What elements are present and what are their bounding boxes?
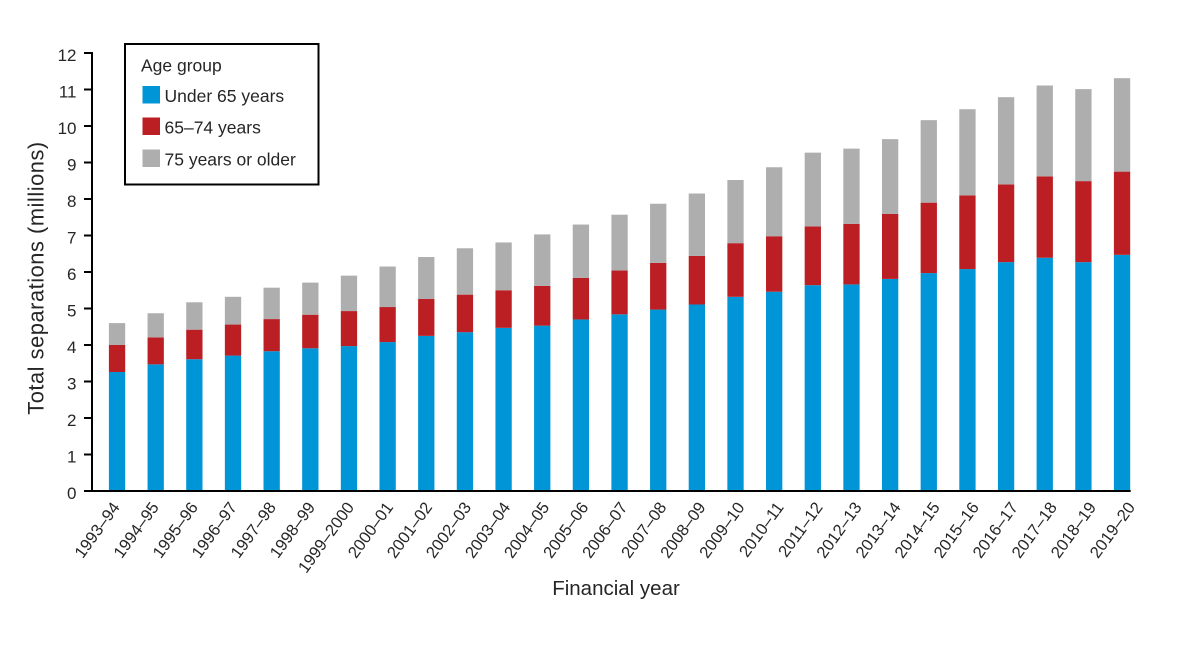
svg-text:0: 0: [67, 484, 76, 503]
svg-text:9: 9: [67, 156, 76, 175]
svg-text:11: 11: [59, 83, 77, 102]
svg-text:4: 4: [67, 338, 76, 357]
svg-text:1: 1: [67, 448, 76, 467]
svg-text:12: 12: [58, 46, 77, 65]
svg-text:Financial year: Financial year: [552, 577, 680, 600]
svg-text:3: 3: [67, 375, 76, 394]
svg-text:75 years or older: 75 years or older: [165, 150, 296, 170]
svg-text:65–74 years: 65–74 years: [165, 118, 262, 138]
svg-text:Under 65 years: Under 65 years: [165, 86, 285, 106]
svg-text:Total separations (millions): Total separations (millions): [24, 141, 49, 414]
svg-text:10: 10: [58, 119, 77, 138]
svg-text:8: 8: [67, 192, 76, 211]
svg-text:7: 7: [67, 229, 76, 248]
svg-text:Age group: Age group: [141, 56, 222, 76]
svg-text:2: 2: [67, 411, 76, 430]
svg-text:5: 5: [67, 302, 76, 321]
svg-text:6: 6: [67, 265, 76, 284]
